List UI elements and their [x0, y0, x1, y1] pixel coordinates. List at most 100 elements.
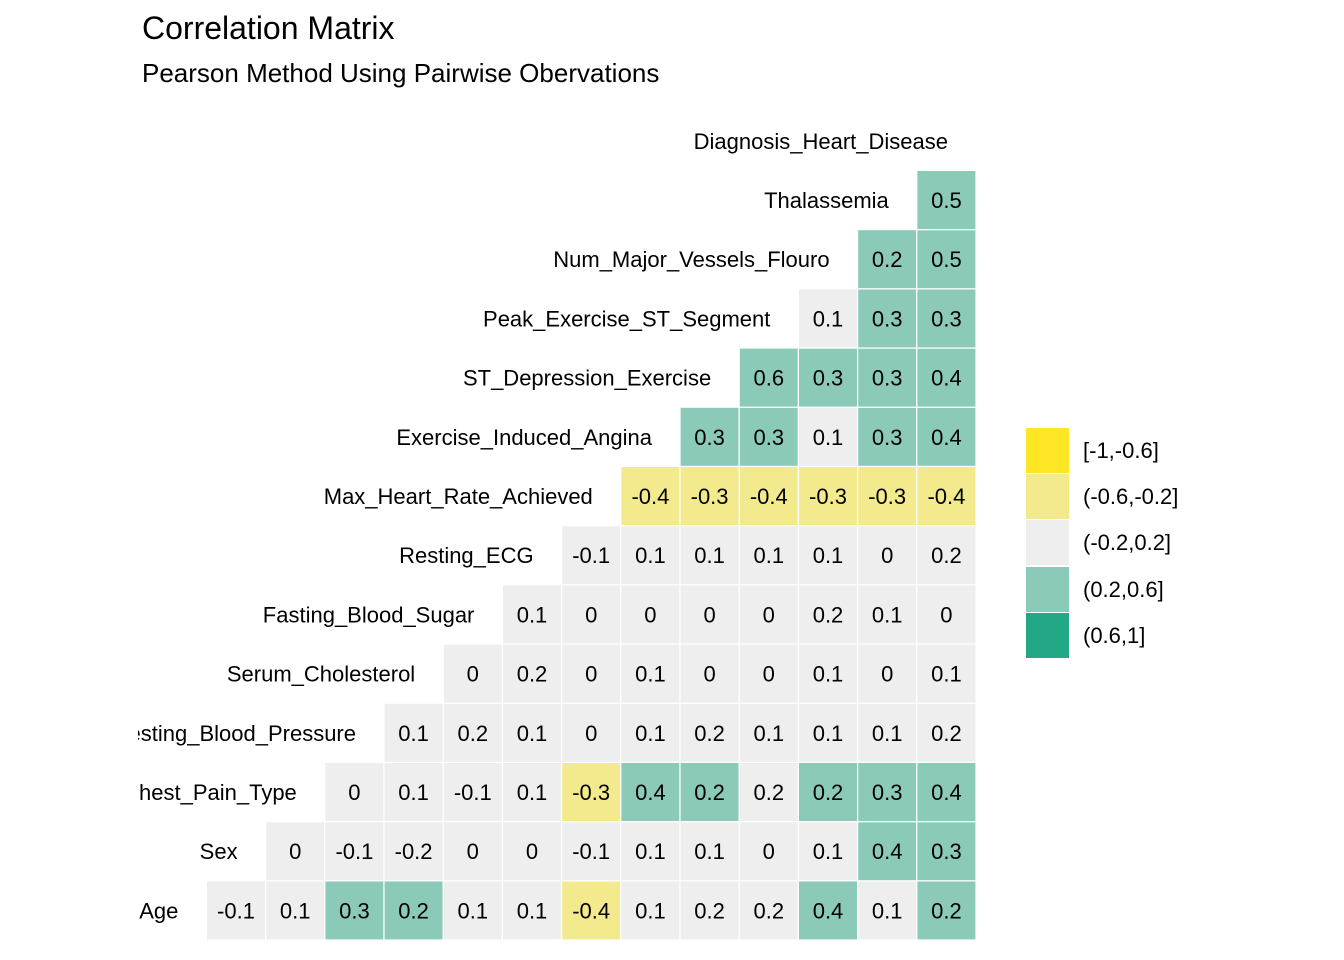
cell-value-label: -0.4 [631, 484, 669, 509]
row-label-max-heart-rate-achieved: Max_Heart_Rate_Achieved [324, 484, 593, 509]
heatmap-cell [205, 880, 267, 941]
heatmap-cell [265, 820, 326, 882]
heatmap-cell [916, 406, 977, 468]
cell-value-label: 0.2 [931, 543, 962, 568]
cell-value-label: 0 [763, 602, 775, 627]
heatmap-cell [620, 761, 681, 823]
heatmap-cell [560, 643, 622, 704]
cell-value-label: 0.1 [635, 898, 666, 923]
cell-value-label: 0.1 [398, 721, 429, 746]
cell-value-label: 0 [348, 780, 360, 805]
cell-value-label: 0.4 [931, 366, 962, 391]
cell-value-label: 0.1 [813, 543, 844, 568]
heatmap-cell [856, 643, 918, 704]
heatmap-cell [442, 643, 504, 704]
cell-value-label: 0.2 [398, 898, 429, 923]
row-label-resting-blood-pressure: Resting_Blood_Pressure [113, 721, 356, 746]
heatmap-cell [679, 643, 740, 704]
heatmap-cell [916, 584, 977, 645]
heatmap-cell [916, 643, 977, 704]
row-label-st-depression-exercise: ST_Depression_Exercise [463, 366, 711, 391]
row-label-chest-pain-type: Chest_Pain_Type [123, 780, 297, 805]
cell-value-label: 0.5 [931, 188, 962, 213]
cell-value-label: 0.2 [931, 721, 962, 746]
cell-value-label: 0.1 [813, 662, 844, 687]
cell-value-label: 0.1 [872, 721, 903, 746]
heatmap-cell [797, 524, 859, 586]
heatmap-cell [679, 820, 740, 882]
cell-value-label: -0.2 [395, 839, 433, 864]
cell-value-label: 0.2 [754, 898, 785, 923]
legend-label: (0.2,0.6] [1083, 576, 1164, 602]
heatmap-cell [620, 465, 681, 527]
row-label-sex: Sex [200, 839, 238, 864]
cell-value-label: 0.1 [813, 721, 844, 746]
cell-value-label: 0 [467, 662, 479, 687]
cell-value-label: 0 [289, 839, 301, 864]
cell-value-label: 0.1 [754, 721, 785, 746]
legend-swatch [1026, 612, 1069, 658]
cell-value-label: 0 [526, 839, 538, 864]
cell-value-label: 0 [940, 602, 952, 627]
cell-value-label: 0.1 [517, 898, 548, 923]
row-label-exercise-induced-angina: Exercise_Induced_Angina [396, 425, 652, 450]
chart-subtitle: Pearson Method Using Pairwise Obervation… [142, 58, 660, 88]
cell-value-label: 0.2 [813, 602, 844, 627]
heatmap-cell [797, 465, 859, 527]
cell-value-label: 0.1 [813, 425, 844, 450]
heatmap-cell [679, 880, 740, 941]
heatmap-cell [620, 524, 681, 586]
legend-swatch [1026, 520, 1069, 566]
row-label-thalassemia: Thalassemia [764, 188, 889, 213]
cell-value-label: -0.4 [927, 484, 965, 509]
legend-label: (-0.2,0.2] [1083, 530, 1172, 556]
cell-value-label: -0.1 [335, 839, 373, 864]
row-labels: Age Sex Chest_Pain_Type Resting_Blood_Press… [113, 129, 948, 924]
heatmap-cell [797, 880, 859, 941]
cell-value-label: -0.1 [454, 780, 492, 805]
cell-value-label: 0.3 [813, 366, 844, 391]
cell-value-label: 0.1 [517, 780, 548, 805]
cell-value-label: 0.1 [694, 839, 725, 864]
cell-value-label: 0.1 [813, 306, 844, 331]
cell-value-label: 0.1 [872, 602, 903, 627]
cell-value-label: 0.2 [694, 898, 725, 923]
cell-value-label: 0.1 [517, 721, 548, 746]
heatmap-cell [501, 761, 563, 823]
heatmap-cell [916, 347, 977, 408]
cell-value-label: -0.3 [572, 780, 610, 805]
heatmap-cell [916, 465, 977, 527]
cell-value-label: 0.3 [931, 306, 962, 331]
cell-value-label: 0 [703, 602, 715, 627]
cell-value-label: 0.1 [635, 721, 666, 746]
heatmap-cell [916, 229, 977, 290]
legend-swatch [1026, 428, 1069, 473]
cell-value-label: 0.4 [872, 839, 903, 864]
cell-value-label: -0.1 [572, 543, 610, 568]
heatmap-cell [797, 406, 859, 468]
heatmap-cell [324, 761, 385, 823]
cell-value-label: 0.3 [872, 425, 903, 450]
heatmap-cell [383, 702, 444, 764]
cell-value-label: 0.2 [694, 721, 725, 746]
cell-value-label: 0.1 [635, 543, 666, 568]
cell-value-label: 0 [763, 662, 775, 687]
cell-value-label: -0.4 [572, 898, 610, 923]
legend-label: (-0.6,-0.2] [1083, 484, 1179, 510]
cell-value-label: 0.1 [872, 898, 903, 923]
row-label-age: Age [139, 898, 178, 923]
legend-swatch [1026, 566, 1069, 612]
cell-value-label: 0.3 [339, 898, 370, 923]
row-label-serum-cholesterol: Serum_Cholesterol [227, 662, 415, 687]
heatmap-cell [856, 584, 918, 645]
heatmap-cell [856, 702, 918, 764]
cell-value-label: 0 [467, 839, 479, 864]
cell-value-label: -0.3 [691, 484, 729, 509]
heatmap-cell [679, 761, 740, 823]
heatmap-cell [738, 643, 800, 704]
row-label-fasting-blood-sugar: Fasting_Blood_Sugar [263, 602, 475, 627]
cell-value-label: 0.4 [931, 425, 962, 450]
cell-value-label: 0 [585, 721, 597, 746]
cell-value-label: 0 [585, 662, 597, 687]
